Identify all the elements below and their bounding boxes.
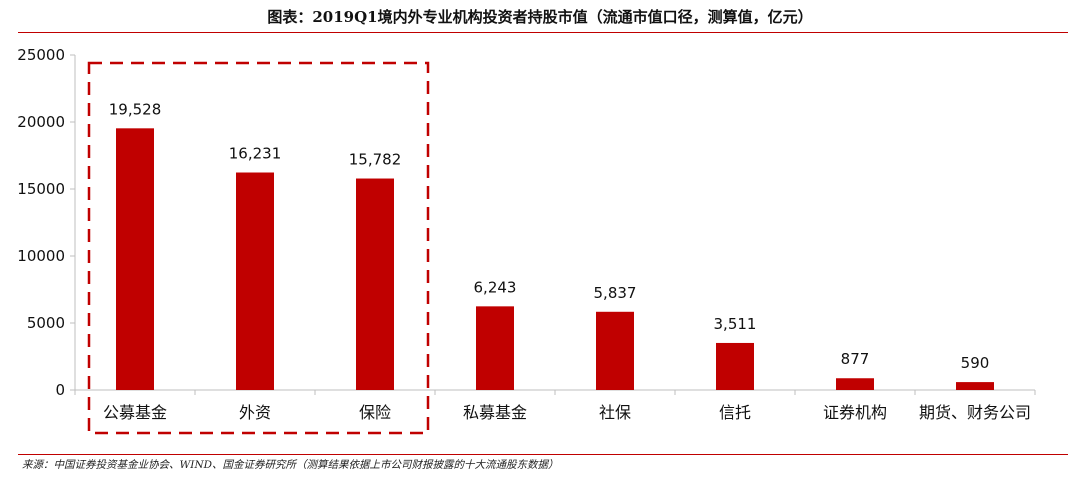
chart-title: 图表：2019Q1境内外专业机构投资者持股市值（流通市值口径，测算值，亿元）: [267, 8, 813, 26]
title-rule: [18, 32, 1068, 33]
y-tick-label: 25000: [17, 46, 65, 64]
bar: [956, 382, 994, 390]
data-label: 19,528: [109, 100, 162, 118]
data-label: 16,231: [229, 145, 282, 163]
data-label: 5,837: [594, 284, 637, 302]
category-label: 信托: [719, 403, 751, 422]
bar: [236, 172, 274, 390]
category-label: 私募基金: [463, 403, 527, 422]
y-tick-label: 10000: [17, 247, 65, 265]
category-label: 公募基金: [103, 403, 167, 422]
y-tick-label: 20000: [17, 113, 65, 131]
data-label: 15,782: [349, 151, 402, 169]
category-label: 期货、财务公司: [919, 403, 1031, 422]
source-note: 来源：中国证券投资基金业协会、WIND、国金证券研究所（测算结果依据上市公司财报…: [22, 459, 559, 471]
y-tick-label: 0: [55, 381, 65, 399]
y-tick-label: 5000: [27, 314, 65, 332]
y-tick-label: 15000: [17, 180, 65, 198]
category-label: 保险: [359, 403, 391, 422]
bar: [476, 306, 514, 390]
data-label: 6,243: [474, 278, 517, 296]
highlight-box: [87, 61, 430, 435]
bar: [356, 178, 394, 390]
bar: [836, 378, 874, 390]
source-rule: [18, 454, 1068, 455]
bar: [596, 311, 634, 390]
data-label: 3,511: [714, 315, 757, 333]
category-label: 外资: [239, 403, 271, 422]
data-label: 877: [841, 350, 870, 368]
category-label: 证券机构: [823, 403, 887, 422]
category-label: 社保: [599, 403, 631, 422]
bar: [116, 128, 154, 390]
data-label: 590: [961, 354, 990, 372]
bar: [716, 342, 754, 390]
